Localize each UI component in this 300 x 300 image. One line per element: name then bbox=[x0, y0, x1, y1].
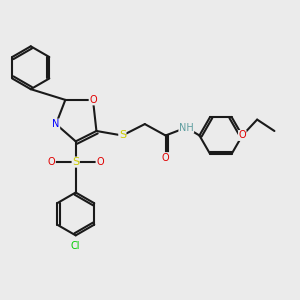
Text: S: S bbox=[72, 157, 79, 167]
Text: O: O bbox=[238, 130, 246, 140]
Text: O: O bbox=[96, 157, 104, 167]
Text: Cl: Cl bbox=[71, 242, 80, 251]
Text: S: S bbox=[119, 130, 126, 140]
Text: N: N bbox=[52, 119, 60, 129]
Text: O: O bbox=[89, 95, 97, 105]
Text: O: O bbox=[48, 157, 55, 167]
Text: O: O bbox=[162, 153, 170, 163]
Text: NH: NH bbox=[179, 122, 194, 133]
